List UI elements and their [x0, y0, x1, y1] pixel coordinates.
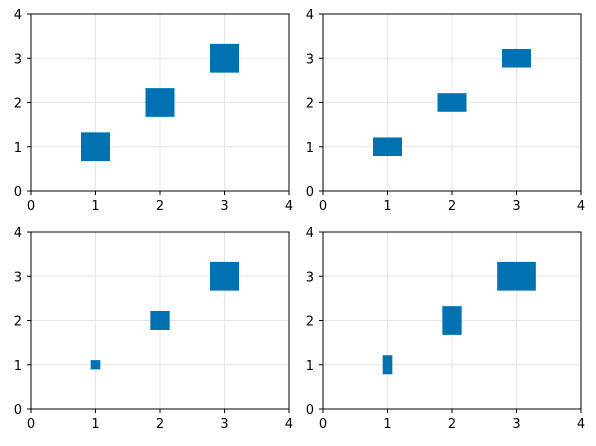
x-tick-label: 4	[285, 417, 293, 432]
panel-3: 0 1 2 3 4 0 1 2 3 4	[14, 226, 293, 432]
y-tick-label: 4	[306, 8, 314, 23]
data-point-1	[90, 360, 101, 370]
data-point-2	[145, 88, 175, 117]
x-tick-label: 4	[577, 417, 585, 432]
x-tick-label: 3	[220, 417, 228, 432]
y-tick-label: 4	[14, 8, 22, 23]
data-point-3	[209, 43, 240, 73]
panel-1: 0 1 2 3 4 0 1 2 3 4	[14, 8, 293, 214]
x-tick-label: 4	[285, 199, 293, 214]
y-tick-label: 3	[306, 270, 314, 285]
y-tick-label: 2	[306, 315, 314, 330]
y-tick-label: 0	[306, 185, 314, 200]
x-tick-label: 0	[319, 417, 327, 432]
y-tick-label: 1	[14, 141, 22, 156]
x-tick-label: 0	[27, 199, 35, 214]
x-tick-label: 1	[91, 199, 99, 214]
y-tick-label: 1	[14, 359, 22, 374]
panel-4: 0 1 2 3 4 0 1 2 3 4	[306, 226, 585, 432]
data-point-1	[372, 137, 403, 157]
x-tick-label: 3	[220, 199, 228, 214]
x-tick-label: 1	[91, 417, 99, 432]
data-point-2	[437, 93, 467, 112]
y-tick-label: 0	[14, 185, 22, 200]
data-point-3	[497, 261, 536, 291]
data-point-1	[382, 355, 393, 375]
data-point-1	[80, 132, 111, 162]
panel-2: 0 1 2 3 4 0 1 2 3 4	[306, 8, 585, 214]
data-point-3	[209, 261, 240, 291]
y-tick-label: 4	[306, 226, 314, 241]
y-tick-label: 2	[306, 97, 314, 112]
x-tick-label: 2	[448, 199, 456, 214]
data-point-3	[501, 48, 532, 68]
data-point-2	[442, 306, 462, 335]
x-tick-label: 1	[383, 417, 391, 432]
y-tick-label: 3	[14, 52, 22, 67]
x-tick-label: 2	[448, 417, 456, 432]
y-tick-label: 0	[306, 403, 314, 418]
y-tick-label: 3	[306, 52, 314, 67]
y-tick-label: 2	[14, 97, 22, 112]
x-tick-label: 0	[27, 417, 35, 432]
x-tick-label: 2	[156, 199, 164, 214]
x-tick-label: 3	[512, 199, 520, 214]
data-point-2	[150, 310, 170, 331]
y-tick-label: 2	[14, 315, 22, 330]
y-tick-label: 0	[14, 403, 22, 418]
x-tick-label: 3	[512, 417, 520, 432]
y-tick-label: 1	[306, 141, 314, 156]
x-tick-label: 0	[319, 199, 327, 214]
y-tick-label: 3	[14, 270, 22, 285]
y-tick-label: 4	[14, 226, 22, 241]
x-tick-label: 2	[156, 417, 164, 432]
x-tick-label: 4	[577, 199, 585, 214]
x-tick-label: 1	[383, 199, 391, 214]
y-tick-label: 1	[306, 359, 314, 374]
